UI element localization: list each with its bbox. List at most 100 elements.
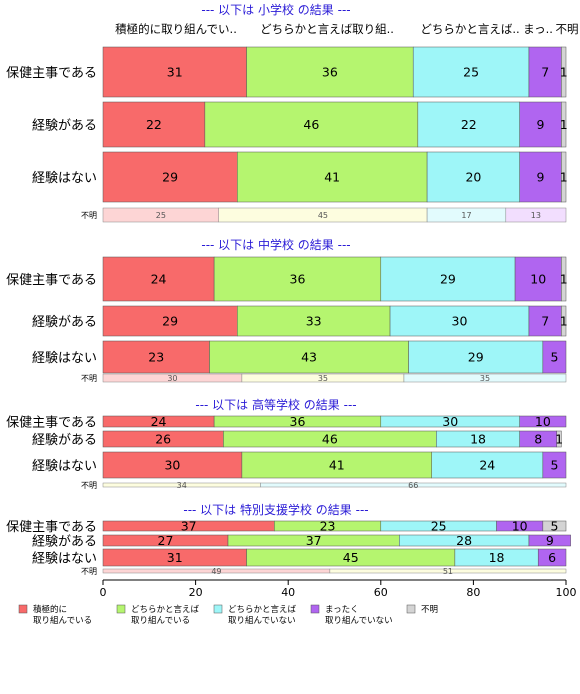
x-tick-label: 40 xyxy=(281,586,295,599)
data-label: 29 xyxy=(162,314,178,329)
legend-swatch xyxy=(310,604,320,614)
bar-segment xyxy=(519,151,562,203)
row-label: 経験がある xyxy=(32,315,97,330)
data-label: 30 xyxy=(442,414,458,429)
row-label: 保健主事である xyxy=(6,273,97,288)
bar-segment xyxy=(102,151,238,203)
x-tick-label: 20 xyxy=(189,586,203,599)
data-label-unknown: 66 xyxy=(408,481,418,490)
column-header: どちらかと言えば取り組.. xyxy=(260,22,394,36)
data-label: 45 xyxy=(343,550,359,565)
legend-label: 取り組んでいる xyxy=(33,615,92,626)
section-title: --- 以下は 特別支援学校 の結果 --- xyxy=(183,502,368,517)
data-label: 7 xyxy=(541,65,549,80)
data-label: 23 xyxy=(320,519,336,534)
data-label: 18 xyxy=(489,550,505,565)
section-title: --- 以下は 小学校 の結果 --- xyxy=(201,2,350,17)
legend-label: まったく xyxy=(325,605,359,615)
legend-label: 取り組んでいる xyxy=(131,615,190,626)
bar-segment xyxy=(417,101,520,148)
bar-segment xyxy=(241,451,432,479)
data-label-unknown: 51 xyxy=(443,567,453,576)
bar-segment xyxy=(537,548,567,567)
data-label: 9 xyxy=(537,117,545,132)
row-label: 経験はない xyxy=(32,351,97,366)
data-label-unknown: 35 xyxy=(318,374,328,383)
column-header: 不明 xyxy=(556,22,579,36)
bar-segment xyxy=(542,340,567,374)
legend-label: 不明 xyxy=(421,605,438,615)
data-label: 1 xyxy=(560,314,568,329)
data-label-unknown: 45 xyxy=(318,211,328,220)
data-label: 5 xyxy=(550,458,558,473)
data-label: 31 xyxy=(167,550,183,565)
x-tick-label: 100 xyxy=(556,586,577,599)
data-label: 1 xyxy=(560,65,568,80)
bar-segment xyxy=(380,256,516,302)
legend-label: 取り組んでいない xyxy=(325,615,393,626)
bar-segment xyxy=(412,46,530,98)
legend-swatch xyxy=(116,604,126,614)
row-label: 保健主事である xyxy=(6,66,97,81)
bar-segment xyxy=(556,430,562,448)
row-label: 経験はない xyxy=(32,459,97,474)
data-label: 37 xyxy=(306,533,322,548)
data-label: 7 xyxy=(541,314,549,329)
x-tick-label: 80 xyxy=(466,586,480,599)
legend-swatch xyxy=(406,604,416,614)
bar-segment xyxy=(246,46,414,98)
row-label: 経験はない xyxy=(32,171,97,186)
row-label: 保健主事である xyxy=(6,520,97,535)
bar-segment xyxy=(542,451,567,479)
row-label-unknown: 不明 xyxy=(81,374,97,383)
bar-segment xyxy=(561,256,567,302)
data-label: 46 xyxy=(322,432,338,447)
row-label: 経験はない xyxy=(32,552,97,567)
data-label: 5 xyxy=(550,519,558,534)
data-label: 25 xyxy=(463,65,479,80)
data-label: 18 xyxy=(470,432,486,447)
row-label-unknown: 不明 xyxy=(81,481,97,490)
data-label: 24 xyxy=(479,458,495,473)
row-label: 経験がある xyxy=(32,535,97,550)
legend-swatch xyxy=(18,604,28,614)
data-label: 41 xyxy=(324,170,340,185)
bar-segment xyxy=(102,340,210,374)
x-tick-label: 0 xyxy=(100,586,107,599)
data-label-unknown: 34 xyxy=(177,481,187,490)
bar-segment xyxy=(561,151,567,203)
row-label-unknown: 不明 xyxy=(81,567,97,576)
data-label: 30 xyxy=(164,458,180,473)
data-label: 29 xyxy=(468,350,484,365)
data-label: 8 xyxy=(534,432,542,447)
data-label-unknown: 25 xyxy=(156,211,166,220)
column-header: どちらかと言えば.. xyxy=(420,22,519,36)
data-label-unknown: 49 xyxy=(211,567,221,576)
data-label: 26 xyxy=(155,432,171,447)
data-label-unknown: 13 xyxy=(531,211,541,220)
data-label-unknown: 30 xyxy=(167,374,177,383)
row-label: 経験がある xyxy=(32,119,97,134)
bar-segment xyxy=(102,305,238,337)
bar-segment xyxy=(204,101,419,148)
data-label: 1 xyxy=(560,117,568,132)
data-label: 22 xyxy=(146,117,162,132)
data-label: 25 xyxy=(431,519,447,534)
bar-segment xyxy=(237,151,428,203)
data-label: 6 xyxy=(548,550,556,565)
bar-segment xyxy=(237,305,391,337)
data-label: 33 xyxy=(306,314,322,329)
data-label: 10 xyxy=(512,519,528,534)
data-label: 36 xyxy=(322,65,338,80)
legend-label: 取り組んでいない xyxy=(228,615,296,626)
data-label: 29 xyxy=(162,170,178,185)
bar-segment xyxy=(102,101,206,148)
data-label: 27 xyxy=(158,533,174,548)
data-label: 1 xyxy=(555,432,563,447)
bar-segment xyxy=(561,101,567,148)
legend-label: 積極的に xyxy=(33,604,67,615)
bar-segment xyxy=(519,415,567,428)
bar-segment xyxy=(213,256,382,302)
data-label: 46 xyxy=(303,117,319,132)
